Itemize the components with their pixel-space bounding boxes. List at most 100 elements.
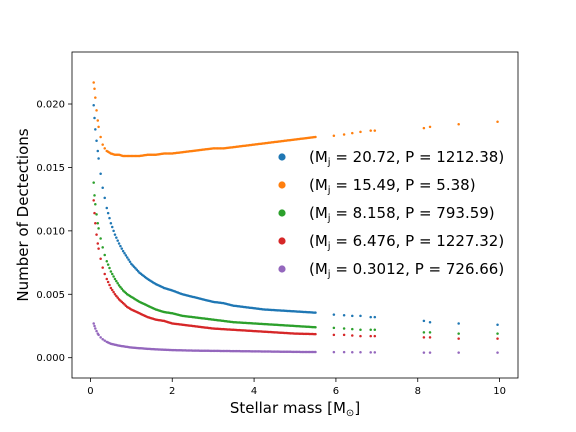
data-point <box>314 350 317 354</box>
legend-label: (Mj = 8.158, P = 793.59) <box>309 204 495 224</box>
data-point <box>496 332 499 335</box>
data-point <box>99 237 102 240</box>
x-axis-label: Stellar mass [M⊙] <box>230 399 360 419</box>
data-point <box>422 351 426 354</box>
data-point <box>103 253 106 257</box>
data-point <box>95 233 98 236</box>
legend-label-subscript: j <box>327 241 331 252</box>
data-point <box>97 333 100 337</box>
data-point <box>93 87 96 91</box>
legend-label-post: = 8.158, P = 793.59) <box>331 204 495 222</box>
data-point <box>92 81 95 84</box>
data-point <box>94 202 97 206</box>
legend-marker <box>278 237 286 245</box>
data-point <box>110 272 114 276</box>
data-point <box>351 314 354 318</box>
data-point <box>314 135 317 139</box>
data-point <box>117 284 121 287</box>
data-point <box>332 134 336 137</box>
series-1 <box>92 104 499 326</box>
legend-label-post: = 20.72, P = 1212.38) <box>331 148 505 166</box>
legend-marker <box>278 209 286 217</box>
data-point <box>105 260 109 263</box>
data-point <box>96 222 100 225</box>
data-point <box>112 290 115 294</box>
data-point <box>422 331 426 334</box>
data-point <box>351 351 354 354</box>
data-point <box>106 263 110 266</box>
data-point <box>94 128 97 131</box>
data-point <box>103 196 106 200</box>
data-point <box>103 272 106 276</box>
data-point <box>113 233 117 236</box>
y-tick-label: 0.010 <box>36 226 65 237</box>
legend-label-post: = 0.3012, P = 726.66) <box>331 260 505 278</box>
x-axis-label-subscript: ⊙ <box>346 408 354 419</box>
data-point <box>457 322 460 325</box>
data-point <box>99 257 102 261</box>
data-point <box>96 149 100 153</box>
data-point <box>428 320 432 324</box>
data-point <box>422 319 426 323</box>
data-point <box>113 293 117 296</box>
data-point <box>106 280 110 284</box>
data-point <box>123 252 126 255</box>
legend-entry: (Mj = 15.49, P = 5.38) <box>278 176 476 196</box>
axes-frame <box>71 51 519 379</box>
data-point <box>496 120 499 124</box>
legend-label-post: = 6.476, P = 1227.32) <box>331 232 505 250</box>
legend-marker <box>278 265 286 273</box>
plot-area <box>92 81 499 354</box>
data-point <box>93 194 96 197</box>
x-axis: 0 2 4 6 8 10 <box>87 378 506 397</box>
data-point <box>93 324 96 328</box>
data-point <box>112 275 115 278</box>
legend-label-pre: (M <box>309 148 328 166</box>
data-point <box>119 285 122 289</box>
legend: (Mj = 20.72, P = 1212.38)(Mj = 15.49, P … <box>278 148 504 280</box>
y-tick-label: 0.015 <box>36 163 65 174</box>
data-point <box>97 157 100 160</box>
legend-label-pre: (M <box>309 176 328 194</box>
legend-label-pre: (M <box>309 232 328 250</box>
data-point <box>373 328 377 332</box>
data-point <box>373 334 377 338</box>
data-point <box>332 350 336 354</box>
data-point <box>99 172 102 176</box>
data-point <box>314 326 317 329</box>
legend-label-pre: (M <box>309 204 328 222</box>
legend-entry: (Mj = 8.158, P = 793.59) <box>278 204 495 224</box>
data-point <box>332 333 336 337</box>
data-point <box>373 315 377 319</box>
series-2 <box>92 81 499 158</box>
data-point <box>121 249 125 253</box>
data-point <box>332 313 336 316</box>
data-point <box>95 139 98 143</box>
data-point <box>108 266 111 270</box>
legend-label: (Mj = 6.476, P = 1227.32) <box>309 232 504 252</box>
data-point <box>99 135 102 139</box>
x-tick-label: 4 <box>251 386 257 397</box>
data-point <box>117 242 121 245</box>
data-point <box>359 351 362 354</box>
data-point <box>457 337 460 340</box>
y-tick-label: 0.000 <box>36 353 65 364</box>
data-point <box>103 339 106 342</box>
data-point <box>428 336 432 339</box>
data-point <box>95 329 98 333</box>
data-point <box>128 260 132 263</box>
data-point <box>96 242 100 245</box>
data-point <box>105 277 109 281</box>
data-point <box>428 331 432 334</box>
x-tick-label: 0 <box>87 386 93 397</box>
data-point <box>457 332 460 335</box>
data-point <box>109 222 113 225</box>
legend-label-subscript: j <box>327 185 331 196</box>
data-point <box>103 147 106 150</box>
legend-marker <box>278 153 286 161</box>
data-point <box>110 225 114 229</box>
data-point <box>115 236 118 239</box>
y-axis: 0.000 0.005 0.010 0.015 0.020 <box>36 100 72 364</box>
legend-entry: (Mj = 20.72, P = 1212.38) <box>278 148 504 168</box>
